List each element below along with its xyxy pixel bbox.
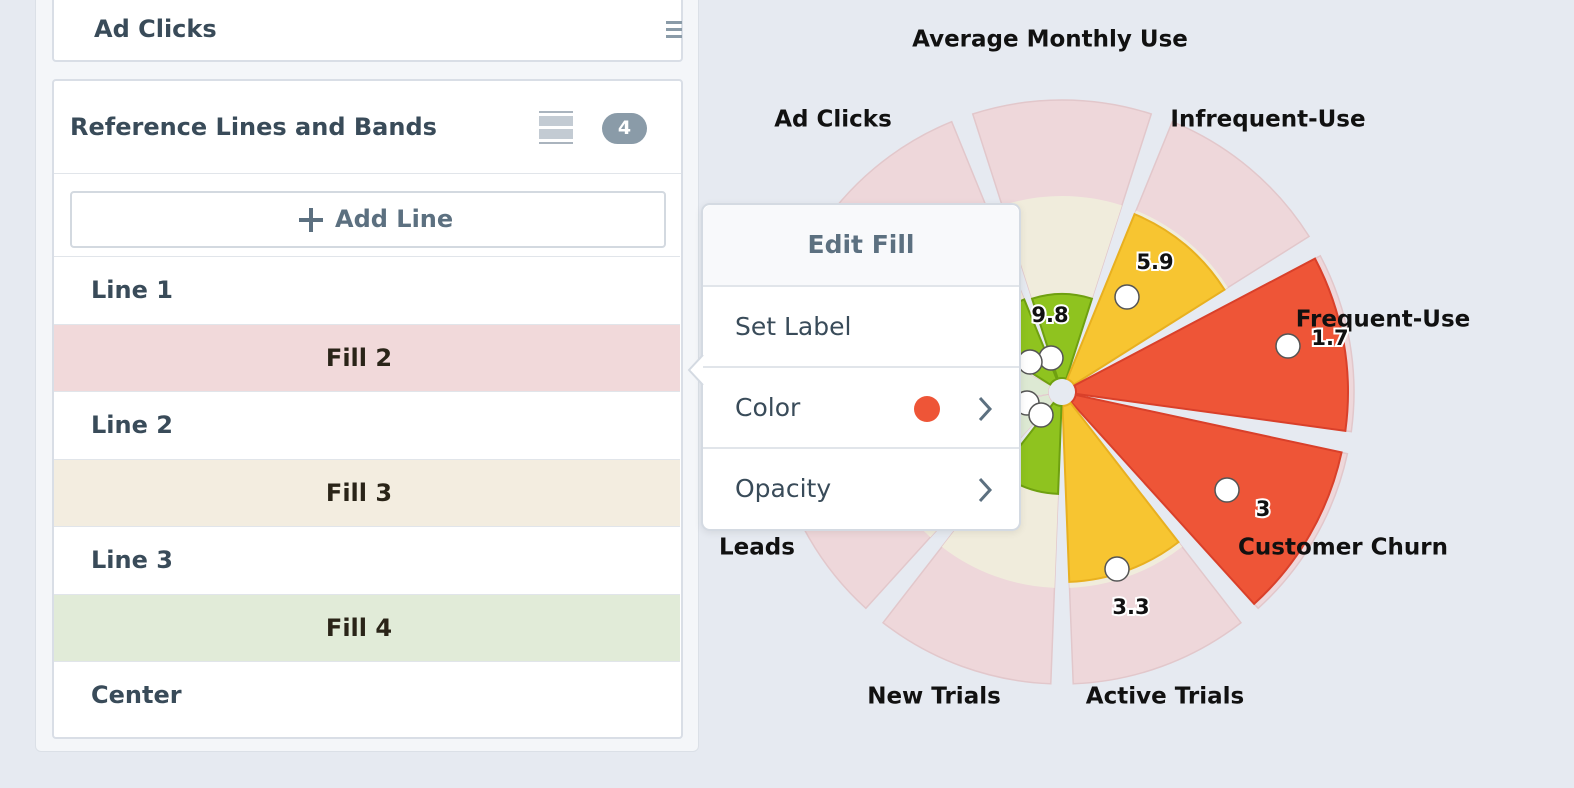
category-label: New Trials: [867, 684, 1001, 710]
category-label: Ad Clicks: [774, 107, 892, 133]
marker: [1017, 349, 1043, 375]
menu-item[interactable]: Set Label: [703, 285, 1019, 366]
count-badge: 4: [602, 113, 647, 144]
row-label: Center: [91, 681, 182, 709]
chevron: [978, 396, 993, 422]
marker: [1104, 556, 1130, 582]
popup-title: Edit Fill: [703, 205, 1019, 285]
fill-row[interactable]: Fill 3: [54, 458, 680, 526]
marker: [1114, 284, 1140, 310]
menu-label: Set Label: [735, 312, 852, 341]
category-label: Average Monthly Use: [912, 27, 1188, 53]
row-label: Line 2: [91, 411, 173, 439]
category-label: Leads: [719, 535, 795, 561]
category-label: Infrequent-Use: [1170, 107, 1365, 133]
color-swatch: [914, 396, 940, 422]
menu-label: Opacity: [735, 474, 832, 503]
row-label: Fill 3: [325, 478, 393, 507]
menu-item[interactable]: Opacity: [703, 447, 1019, 528]
marker: [1214, 477, 1240, 503]
plus-icon: [299, 208, 323, 232]
menu-label: Color: [735, 393, 801, 422]
row-label: Line 3: [91, 546, 173, 574]
settings-panel: Ad Clicks Reference Lines and Bands 4 Ad…: [35, 0, 699, 752]
line-row[interactable]: Center: [54, 661, 680, 728]
value-label: 9.8: [1031, 303, 1068, 327]
drag-icon[interactable]: [666, 19, 682, 41]
value-wedge: [1061, 401, 1180, 583]
edit-fill-popup: Edit Fill Set Label Color Opacity: [687, 203, 1021, 531]
marker: [1275, 333, 1301, 359]
value-wedge: [1069, 393, 1343, 606]
row-label: Line 1: [91, 276, 173, 304]
value-label: 3: [1256, 497, 1271, 521]
top-card[interactable]: Ad Clicks: [52, 0, 683, 62]
reference-card: Reference Lines and Bands 4 Add Line Lin…: [52, 79, 683, 739]
category-label: Frequent-Use: [1296, 307, 1471, 333]
line-row[interactable]: Line 1: [54, 256, 680, 323]
fill-row[interactable]: Fill 2: [54, 323, 680, 391]
bands-icon[interactable]: [538, 109, 574, 145]
category-label: Customer Churn: [1238, 535, 1448, 561]
line-row[interactable]: Line 3: [54, 526, 680, 593]
marker: [1038, 345, 1064, 371]
value-wedge: [1030, 292, 1094, 380]
line-row[interactable]: Line 2: [54, 391, 680, 458]
value-label: 5.9: [1136, 250, 1173, 274]
popup-arrow: [687, 355, 704, 385]
marker: [1028, 402, 1054, 428]
value-label: 1.7: [1311, 326, 1348, 350]
row-label: Fill 4: [325, 613, 393, 642]
value-label: 3.3: [1112, 595, 1149, 619]
band-mid: [1002, 196, 1122, 379]
card-title: Ad Clicks: [94, 15, 217, 43]
add-line-button[interactable]: Add Line: [70, 191, 666, 248]
category-label: Active Trials: [1086, 684, 1244, 710]
row-label: Fill 2: [325, 343, 393, 372]
add-line-label: Add Line: [335, 205, 454, 233]
fill-row[interactable]: Fill 4: [54, 593, 680, 661]
menu-item[interactable]: Color: [703, 366, 1019, 447]
value-wedge: [1065, 212, 1226, 386]
value-wedge: [1073, 257, 1349, 432]
section-title: Reference Lines and Bands: [70, 113, 437, 141]
chevron: [978, 477, 993, 503]
